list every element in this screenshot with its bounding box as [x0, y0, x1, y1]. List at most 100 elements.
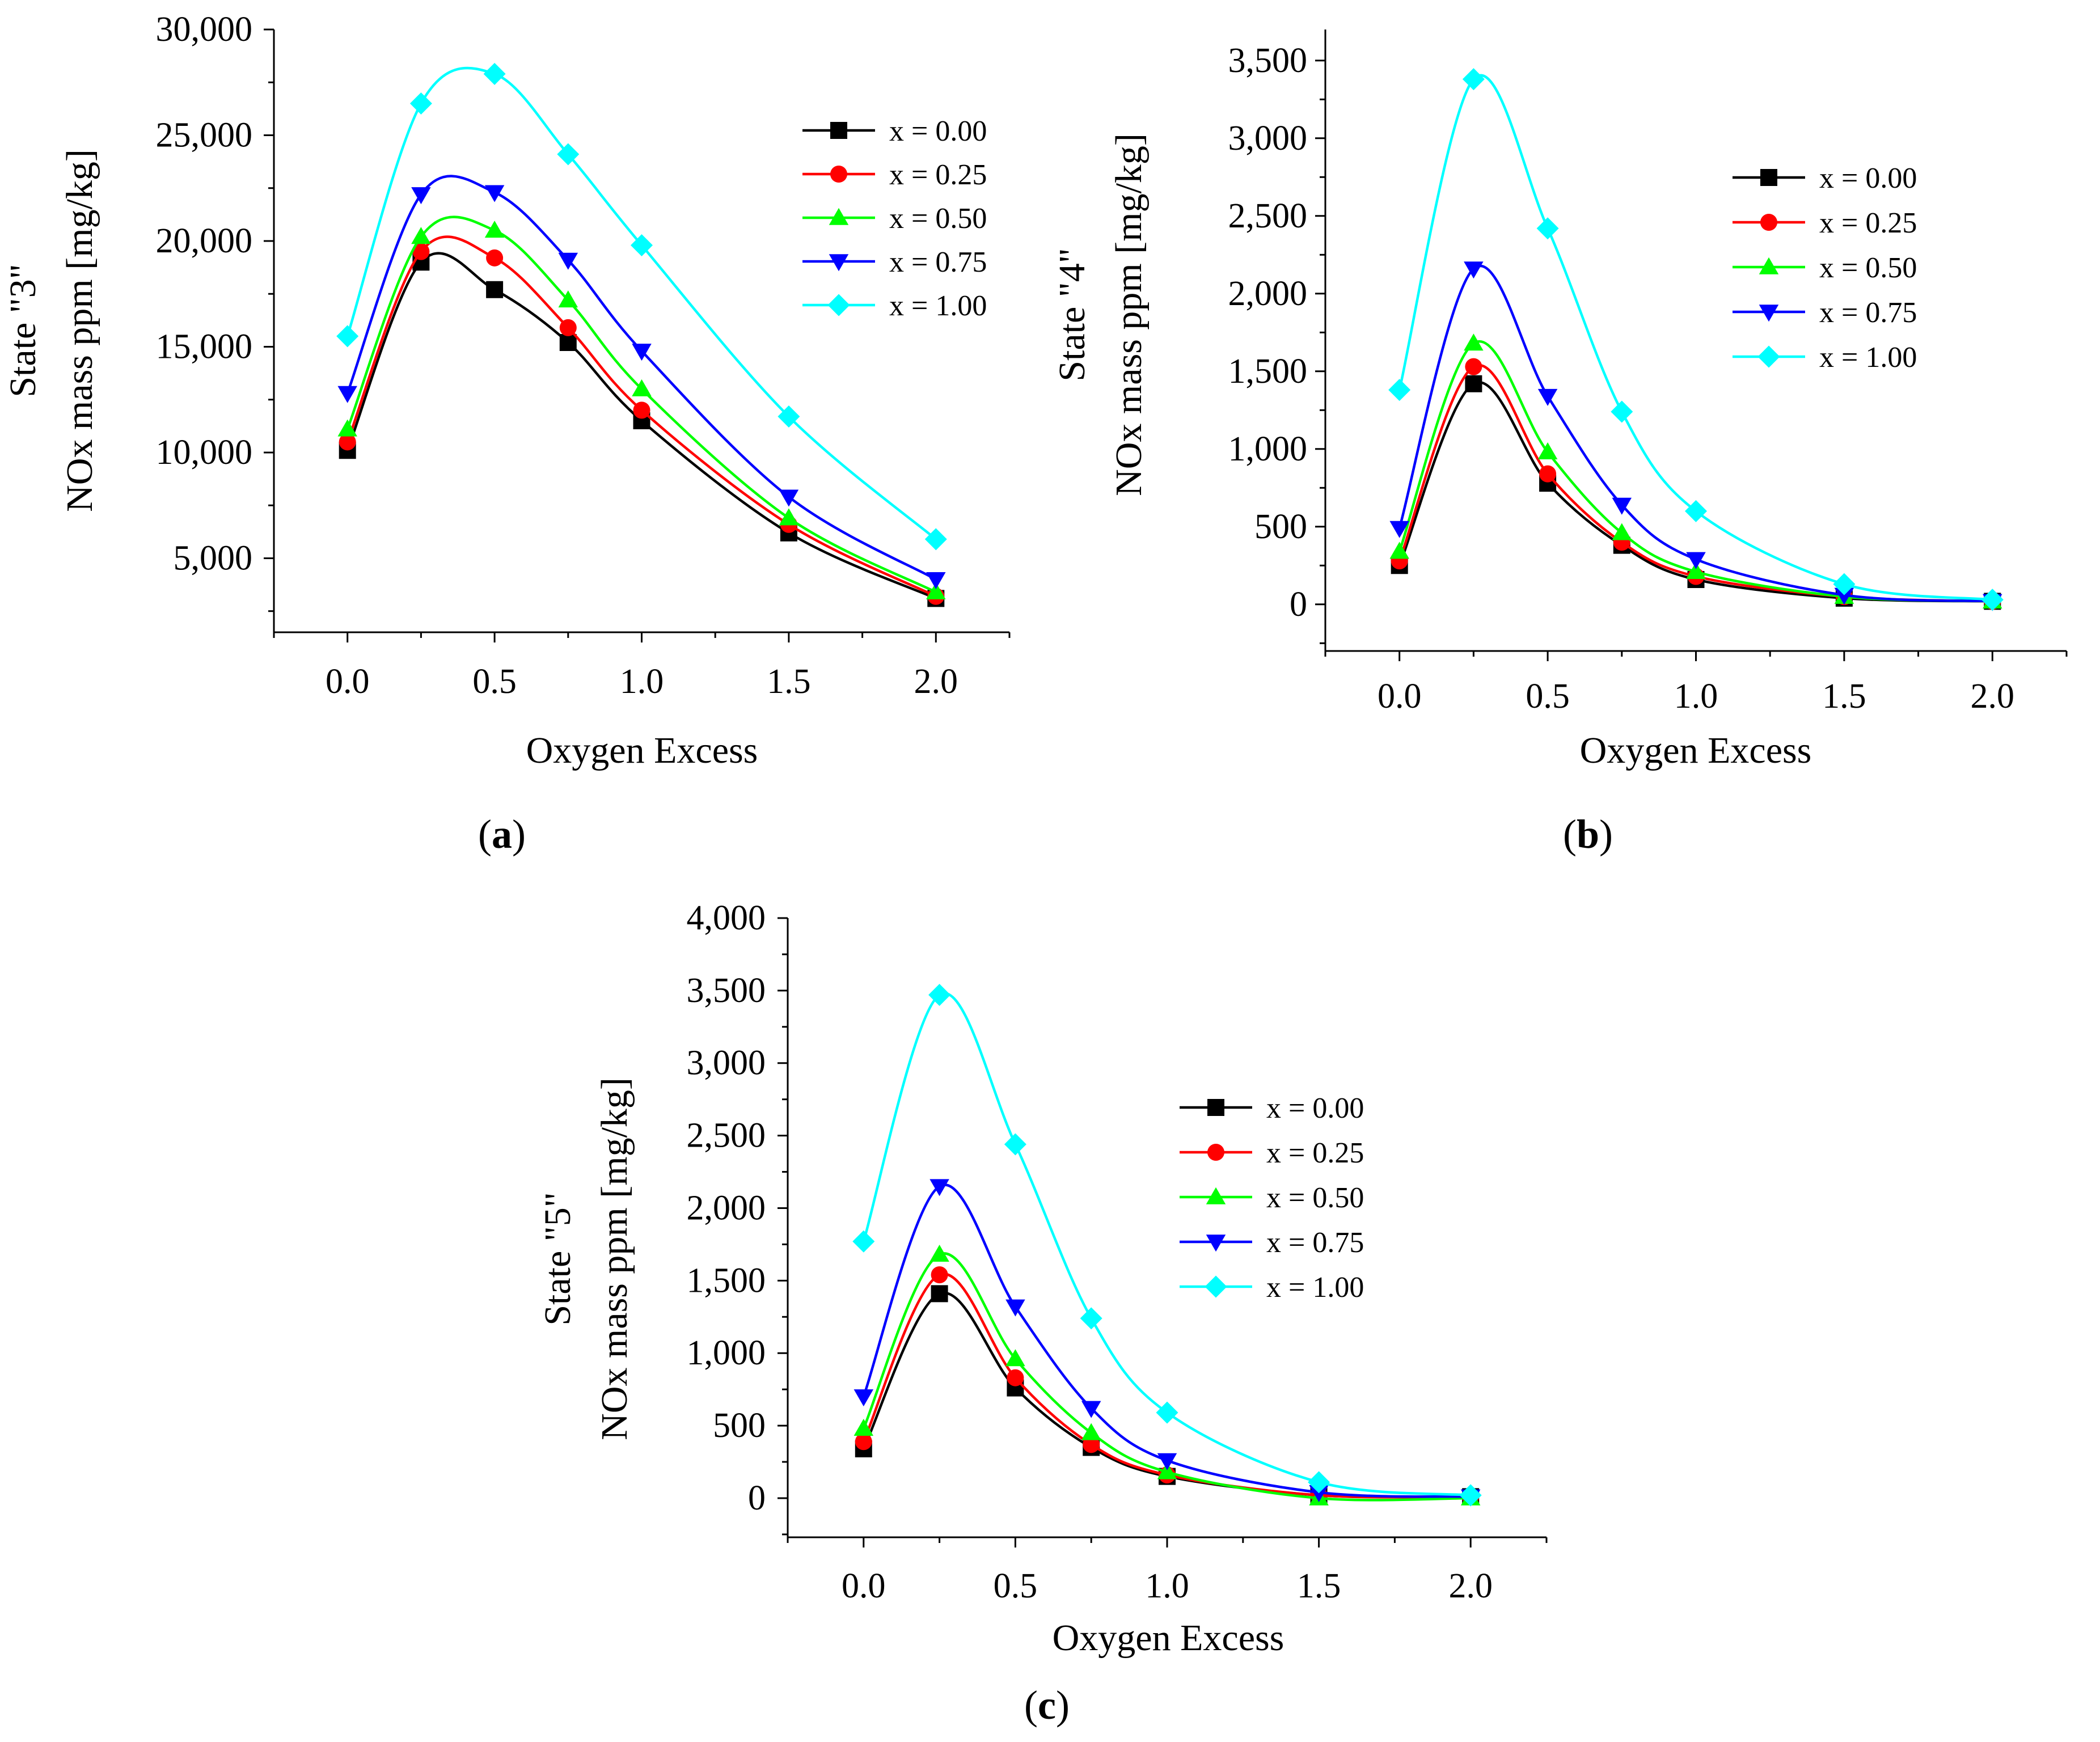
- data-point-b-4: [1388, 379, 1411, 401]
- series-c-4: [852, 984, 1482, 1507]
- chart-panel-b: 0 500 1,000 1,500 2,000 2,500 3,000 3,500 0.0 0.5…: [1049, 0, 2100, 885]
- data-point-a-2: [558, 290, 578, 308]
- data-point-c-3: [1157, 1453, 1177, 1470]
- x-tick-label-a: 2.0: [914, 662, 958, 701]
- y-tick-label-c: 0: [748, 1479, 766, 1517]
- data-point-a-1: [559, 319, 577, 336]
- data-point-c-1: [1083, 1436, 1100, 1453]
- x-tick-label-a: 0.5: [472, 662, 517, 701]
- data-point-a-4: [483, 62, 506, 85]
- data-point-b-1: [1465, 358, 1482, 375]
- legend-marker-a-3: [829, 254, 849, 272]
- y-tick-label-a: 5,000: [174, 539, 253, 577]
- legend-item-c-2: x = 0.50: [1180, 1182, 1364, 1214]
- y-tick-label-b: 500: [1254, 508, 1307, 546]
- data-point-b-2: [1686, 562, 1706, 580]
- caption-open-a: (: [478, 811, 492, 857]
- y-tick-label-a: 25,000: [156, 116, 253, 154]
- caption-letter-b: b: [1576, 811, 1600, 857]
- legend-label-c-1: x = 0.25: [1266, 1137, 1364, 1169]
- x-tick-label-b: 1.5: [1822, 677, 1866, 716]
- legend-item-c-4: x = 1.00: [1180, 1271, 1364, 1304]
- legend-label-c-4: x = 1.00: [1266, 1271, 1364, 1304]
- data-point-a-4: [557, 143, 580, 166]
- caption-open-b: (: [1562, 811, 1577, 857]
- y-tick-label-b: 2,500: [1228, 197, 1308, 235]
- y-tick-label-c: 2,500: [687, 1117, 766, 1155]
- x-tick-label-b: 0.5: [1526, 677, 1570, 716]
- x-tick-label-c: 1.5: [1297, 1567, 1341, 1605]
- data-point-a-3: [337, 386, 357, 403]
- data-point-c-0: [931, 1285, 948, 1303]
- x-tick-label-c: 1.0: [1145, 1567, 1189, 1605]
- data-point-a-3: [632, 344, 652, 361]
- data-point-a-4: [409, 92, 432, 115]
- data-point-c-3: [853, 1389, 874, 1407]
- data-point-b-3: [1537, 388, 1558, 406]
- y-tick-label-a: 30,000: [156, 10, 253, 49]
- data-point-c-4: [1080, 1307, 1102, 1330]
- data-point-c-3: [1005, 1299, 1025, 1317]
- data-point-c-4: [852, 1230, 875, 1253]
- data-point-a-3: [484, 185, 505, 202]
- legend-label-a-2: x = 0.50: [889, 202, 987, 235]
- legend-item-c-1: x = 0.25: [1180, 1137, 1364, 1169]
- y-tick-label-c: 3,000: [687, 1044, 766, 1083]
- legend-item-a-3: x = 0.75: [802, 246, 987, 278]
- panel-caption-c: (c): [990, 1682, 1104, 1729]
- legend-marker-b-2: [1759, 257, 1779, 274]
- legend-label-b-1: x = 0.25: [1819, 207, 1917, 239]
- legend-a: x = 0.00 x = 0.25 x = 0.50 x = 0.75 x = 1.00: [802, 115, 987, 322]
- legend-marker-a-0: [830, 122, 847, 139]
- y-axis-title-line1-a: State "3": [2, 264, 44, 397]
- data-point-a-1: [412, 243, 430, 260]
- y-tick-label-b: 3,000: [1228, 119, 1308, 158]
- chart-a-svg: 5,000 10,000 15,000 20,000 25,000 30,000 0.0 0.…: [2, 10, 1011, 771]
- caption-close-a: ): [512, 811, 526, 857]
- y-tick-label-c: 1,000: [687, 1334, 766, 1372]
- data-point-c-4: [1156, 1401, 1178, 1424]
- legend-label-a-1: x = 0.25: [889, 159, 987, 191]
- y-tick-label-c: 2,000: [687, 1189, 766, 1227]
- x-tick-label-a: 0.0: [326, 662, 370, 701]
- data-point-c-1: [1007, 1369, 1024, 1386]
- data-point-c-2: [1081, 1423, 1101, 1440]
- legend-marker-c-2: [1206, 1187, 1226, 1204]
- legend-label-a-0: x = 0.00: [889, 115, 987, 147]
- caption-close-b: ): [1599, 811, 1613, 857]
- y-tick-label-c: 3,500: [687, 971, 766, 1010]
- data-point-b-4: [1833, 573, 1856, 595]
- legend-marker-c-1: [1207, 1144, 1224, 1161]
- legend-marker-b-4: [1757, 345, 1780, 368]
- legend-marker-c-3: [1206, 1234, 1226, 1252]
- data-point-c-1: [931, 1266, 948, 1284]
- data-point-a-2: [484, 221, 505, 238]
- y-tick-label-a: 20,000: [156, 222, 253, 260]
- data-point-b-3: [1464, 261, 1484, 279]
- data-point-c-3: [929, 1179, 949, 1196]
- data-point-a-3: [779, 489, 799, 507]
- data-point-b-4: [1611, 400, 1633, 423]
- data-point-b-4: [1685, 500, 1707, 522]
- data-point-a-2: [779, 508, 799, 526]
- y-tick-label-a: 15,000: [156, 327, 253, 366]
- legend-marker-a-4: [827, 294, 850, 316]
- caption-close-c: ): [1055, 1682, 1070, 1728]
- legend-marker-c-4: [1205, 1275, 1227, 1298]
- data-point-a-4: [778, 405, 800, 428]
- chart-panel-c: 0 500 1,000 1,500 2,000 2,500 3,000 3,500 4,000 0…: [510, 885, 1616, 1742]
- y-axis-title-line2-b: NOx mass ppm [mg/kg]: [1108, 133, 1150, 496]
- x-tick-label-c: 0.5: [994, 1567, 1038, 1605]
- legend-item-c-0: x = 0.00: [1180, 1092, 1364, 1124]
- legend-label-a-3: x = 0.75: [889, 246, 987, 278]
- series-line-c-3: [862, 1183, 1471, 1498]
- y-tick-label-b: 1,000: [1228, 430, 1308, 468]
- data-point-b-3: [1686, 552, 1706, 569]
- data-point-c-4: [1308, 1471, 1330, 1494]
- data-point-c-4: [928, 984, 951, 1007]
- y-tick-label-c: 1,500: [687, 1261, 766, 1300]
- data-point-a-1: [486, 249, 504, 267]
- legend-label-c-0: x = 0.00: [1266, 1092, 1364, 1124]
- legend-item-a-4: x = 1.00: [802, 290, 987, 322]
- legend-marker-a-2: [829, 208, 849, 225]
